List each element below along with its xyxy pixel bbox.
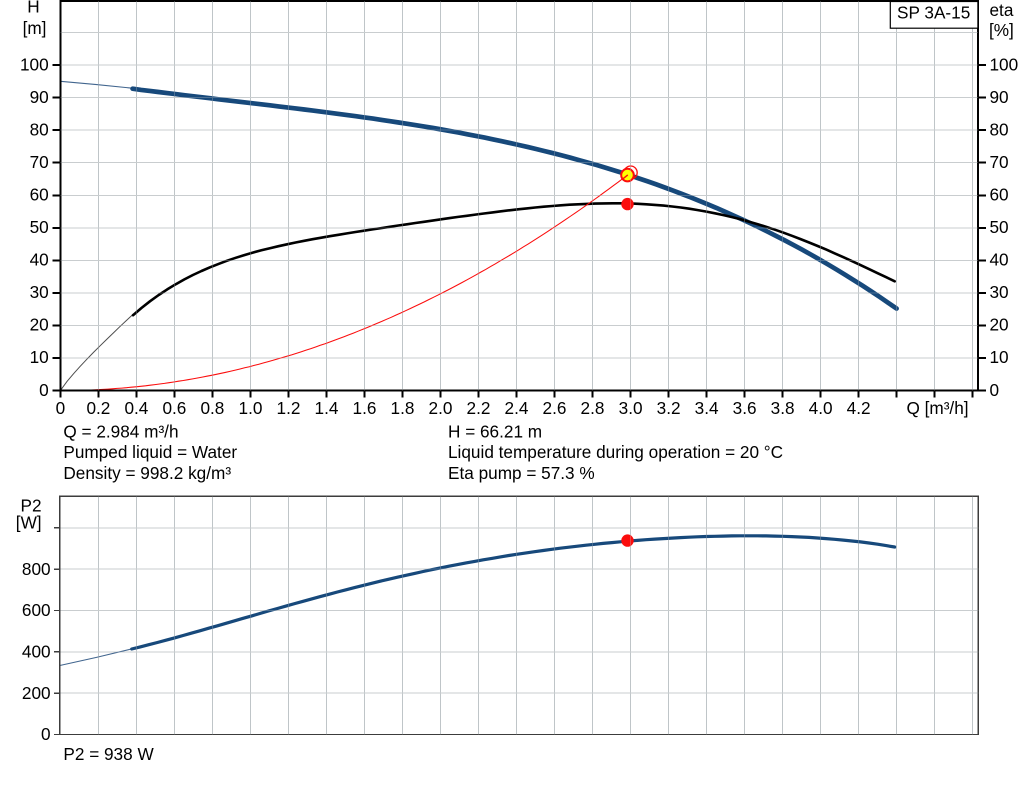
svg-text:0.8: 0.8 xyxy=(200,398,224,418)
svg-text:10: 10 xyxy=(30,347,49,367)
svg-text:20: 20 xyxy=(30,315,49,335)
svg-text:Pumped liquid = Water: Pumped liquid = Water xyxy=(63,442,237,462)
svg-text:1.2: 1.2 xyxy=(277,398,301,418)
svg-text:2.6: 2.6 xyxy=(543,398,567,418)
svg-text:200: 200 xyxy=(22,683,51,703)
svg-text:40: 40 xyxy=(990,250,1009,270)
svg-text:P2: P2 xyxy=(21,496,42,516)
svg-text:400: 400 xyxy=(22,642,51,662)
svg-text:1.8: 1.8 xyxy=(391,398,415,418)
svg-text:30: 30 xyxy=(30,282,49,302)
svg-text:70: 70 xyxy=(30,152,49,172)
svg-text:4.0: 4.0 xyxy=(809,398,833,418)
svg-text:0.6: 0.6 xyxy=(162,398,186,418)
svg-text:0: 0 xyxy=(990,380,1000,400)
svg-text:60: 60 xyxy=(990,185,1009,205)
svg-text:3.6: 3.6 xyxy=(733,398,757,418)
svg-text:3.0: 3.0 xyxy=(619,398,643,418)
svg-text:2.8: 2.8 xyxy=(581,398,605,418)
svg-text:50: 50 xyxy=(990,217,1009,237)
svg-text:800: 800 xyxy=(22,559,51,579)
svg-text:2.2: 2.2 xyxy=(467,398,491,418)
svg-text:1.0: 1.0 xyxy=(239,398,263,418)
svg-text:60: 60 xyxy=(30,185,49,205)
svg-text:0.4: 0.4 xyxy=(124,398,148,418)
svg-text:40: 40 xyxy=(30,250,49,270)
svg-text:80: 80 xyxy=(30,119,49,139)
svg-text:1.4: 1.4 xyxy=(315,398,339,418)
svg-text:eta: eta xyxy=(990,0,1014,20)
svg-text:0: 0 xyxy=(41,724,51,744)
svg-text:3.2: 3.2 xyxy=(657,398,681,418)
svg-text:Eta pump = 57.3 %: Eta pump = 57.3 % xyxy=(448,463,595,483)
svg-text:3.8: 3.8 xyxy=(771,398,795,418)
svg-text:20: 20 xyxy=(990,315,1009,335)
svg-text:0: 0 xyxy=(39,380,49,400)
svg-text:4.2: 4.2 xyxy=(847,398,871,418)
svg-text:90: 90 xyxy=(990,87,1009,107)
svg-text:100: 100 xyxy=(20,54,49,74)
svg-text:80: 80 xyxy=(990,119,1009,139)
svg-text:600: 600 xyxy=(22,600,51,620)
svg-text:0: 0 xyxy=(56,398,66,418)
svg-text:H: H xyxy=(27,0,39,17)
svg-text:Density = 998.2 kg/m³: Density = 998.2 kg/m³ xyxy=(63,463,231,483)
svg-text:1.6: 1.6 xyxy=(353,398,377,418)
svg-text:3.4: 3.4 xyxy=(695,398,719,418)
svg-text:P2 = 938 W: P2 = 938 W xyxy=(63,744,154,764)
svg-text:H = 66.21 m: H = 66.21 m xyxy=(448,422,542,442)
svg-text:SP 3A-15: SP 3A-15 xyxy=(897,2,970,22)
svg-text:30: 30 xyxy=(990,282,1009,302)
svg-text:Q [m³/h]: Q [m³/h] xyxy=(906,398,968,418)
svg-text:2.0: 2.0 xyxy=(429,398,453,418)
svg-text:[%]: [%] xyxy=(989,20,1014,40)
svg-text:90: 90 xyxy=(30,87,49,107)
svg-text:[W]: [W] xyxy=(16,513,42,533)
svg-text:[m]: [m] xyxy=(23,18,47,38)
svg-text:Q = 2.984 m³/h: Q = 2.984 m³/h xyxy=(63,422,178,442)
svg-text:2.4: 2.4 xyxy=(505,398,529,418)
svg-text:0.2: 0.2 xyxy=(86,398,110,418)
svg-text:70: 70 xyxy=(990,152,1009,172)
svg-text:10: 10 xyxy=(990,347,1009,367)
svg-text:100: 100 xyxy=(990,54,1019,74)
svg-text:50: 50 xyxy=(30,217,49,237)
svg-text:Liquid temperature during oper: Liquid temperature during operation = 20… xyxy=(448,442,783,462)
